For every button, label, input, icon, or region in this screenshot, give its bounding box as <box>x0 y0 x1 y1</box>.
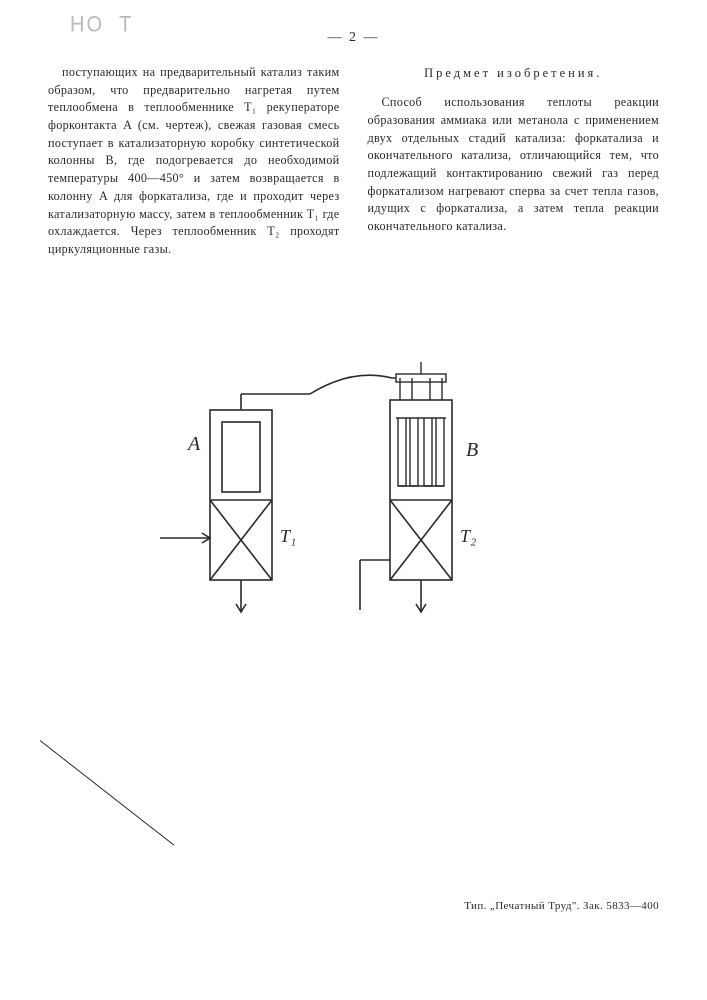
right-column-heading: Предмет изобретения. <box>368 64 660 82</box>
header-stamp: НО⁠ ⁠ Т <box>70 13 133 38</box>
diagram-label-t1: T₁ <box>280 526 296 546</box>
text-columns: поступающих на предварительный катализ т… <box>48 64 659 265</box>
diagram-label-a: A <box>186 433 201 455</box>
left-column-paragraph: поступающих на предварительный катализ т… <box>48 64 340 259</box>
stray-line-artifact <box>40 740 175 845</box>
page-body: — 2 — поступающих на предварительный кат… <box>0 0 707 265</box>
right-column-paragraph: Способ использования теплоты реакции обр… <box>368 94 660 236</box>
diagram-label-t2: T₂ <box>460 526 476 546</box>
process-diagram: A T₁ B T₂ <box>0 360 707 660</box>
print-footer: Тип. „Печатный Труд". Зак. 5833—400 <box>464 900 659 912</box>
diagram-label-b: B <box>466 439 478 461</box>
right-column: Предмет изобретения. Способ использовани… <box>368 64 660 265</box>
page-number: — 2 — <box>48 30 659 46</box>
left-column: поступающих на предварительный катализ т… <box>48 64 340 265</box>
